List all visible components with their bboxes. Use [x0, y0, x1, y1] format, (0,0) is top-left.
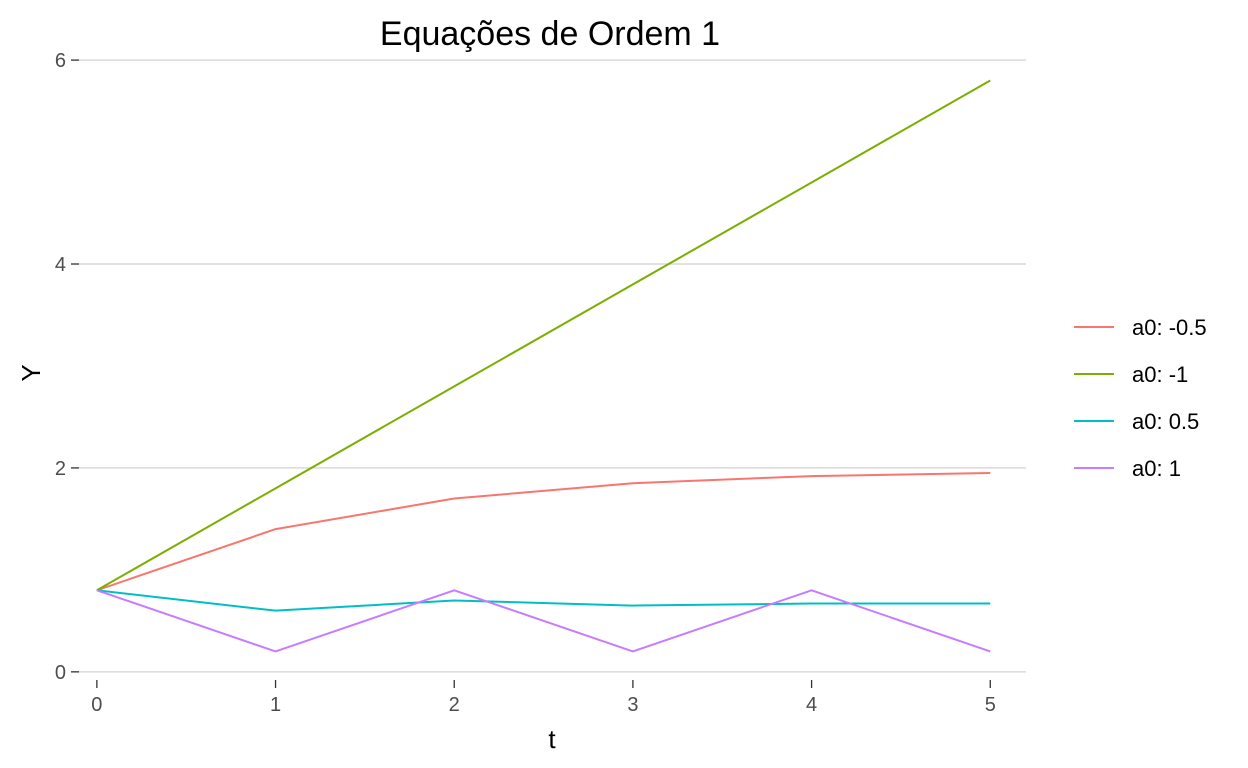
- gridlines: [79, 59, 1026, 673]
- series-line-a0-0-5: [96, 589, 991, 612]
- x-tick-label: 4: [806, 694, 817, 716]
- series-line-a0-0-5: [96, 472, 991, 592]
- legend-label: a0: -0.5: [1132, 315, 1207, 340]
- legend-label: a0: -1: [1132, 362, 1188, 387]
- legend-label: a0: 0.5: [1132, 409, 1199, 434]
- x-tick-label: 1: [270, 694, 281, 716]
- x-axis-title: t: [548, 724, 556, 754]
- chart-title: Equações de Ordem 1: [380, 15, 720, 53]
- x-tick-label: 0: [91, 694, 102, 716]
- series-line-a0-1: [96, 589, 991, 653]
- y-tick-label: 2: [55, 458, 66, 480]
- y-axis-ticks: 0 2 4 6: [55, 50, 79, 684]
- y-tick-label: 0: [55, 662, 66, 684]
- y-tick-label: 6: [55, 50, 66, 72]
- legend-label: a0: 1: [1132, 456, 1181, 481]
- y-tick-label: 4: [55, 254, 66, 276]
- x-tick-label: 2: [449, 694, 460, 716]
- series-line-a0-1: [96, 79, 991, 592]
- y-axis-title: Y: [16, 364, 46, 381]
- series-lines: [96, 79, 991, 653]
- x-tick-label: 3: [627, 694, 638, 716]
- x-tick-label: 5: [985, 694, 996, 716]
- x-axis-ticks: 0 1 2 3 4 5: [91, 680, 996, 716]
- legend: a0: -0.5 a0: -1 a0: 0.5 a0: 1: [1074, 315, 1207, 481]
